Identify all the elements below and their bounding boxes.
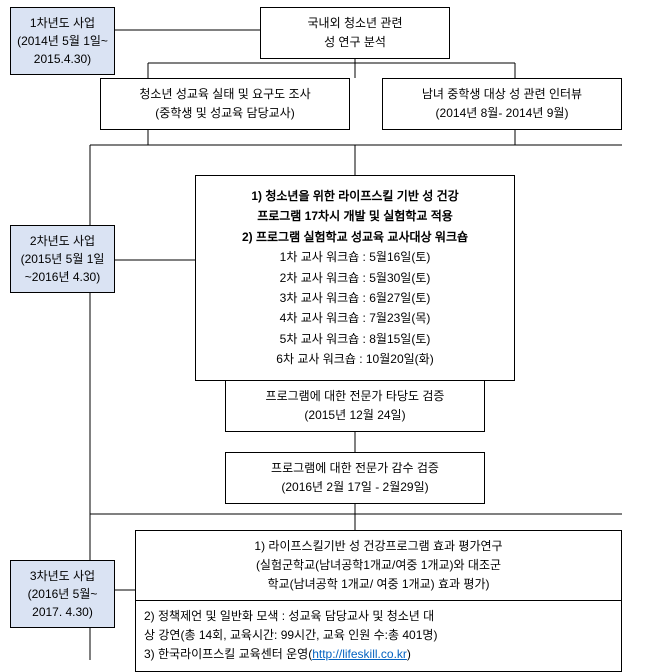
year2-range: (2015년 5월 1일 ~2016년 4.30) — [21, 252, 105, 284]
sched-r6: 6차 교사 워크숍 : 10월20일(화) — [276, 352, 433, 366]
lifeskill-link[interactable]: http://lifeskill.co.kr — [312, 647, 407, 661]
box-schedule: 1) 청소년을 위한 라이프스킬 기반 성 건강 프로그램 17차시 개발 및 … — [195, 175, 515, 381]
box4-l1: 프로그램에 대한 전문가 타당도 검증 — [266, 389, 445, 403]
box2-l2: (중학생 및 성교육 담당교사) — [155, 106, 294, 120]
sched-h3: 2) 프로그램 실험학교 성교육 교사대상 워크숍 — [242, 230, 468, 244]
box4-l2: (2015년 12월 24일) — [304, 408, 405, 422]
box-expert-validity: 프로그램에 대한 전문가 타당도 검증 (2015년 12월 24일) — [225, 380, 485, 432]
sched-r4: 4차 교사 워크숍 : 7월23일(목) — [280, 311, 431, 325]
box-policy-center: 2) 정책제언 및 일반화 모색 : 성교육 담당교사 및 청소년 대 상 강연… — [135, 600, 622, 672]
sched-r3: 3차 교사 워크숍 : 6월27일(토) — [280, 291, 431, 305]
year3-label: 3차년도 사업 (2016년 5월~ 2017. 4.30) — [10, 560, 115, 628]
y3b1-l2: (실험군학교(남녀공학1개교/여중 1개교)와 대조군 — [256, 558, 501, 572]
y3b2-l3a: 3) 한국라이프스킬 교육센터 운영( — [144, 647, 312, 661]
sched-h1: 1) 청소년을 위한 라이프스킬 기반 성 건강 — [251, 189, 458, 203]
box1-l1: 국내외 청소년 관련 — [308, 16, 403, 30]
sched-r2: 2차 교사 워크숍 : 5월30일(토) — [280, 271, 431, 285]
y3b2-l2: 상 강연(총 14회, 교육시간: 99시간, 교육 인원 수:총 401명) — [144, 628, 437, 642]
year1-label: 1차년도 사업 (2014년 5월 1일~ 2015.4.30) — [10, 7, 115, 75]
box-survey: 청소년 성교육 실태 및 요구도 조사 (중학생 및 성교육 담당교사) — [100, 78, 350, 130]
box5-l1: 프로그램에 대한 전문가 감수 검증 — [271, 461, 439, 475]
y3b1-l1: 1) 라이프스킬기반 성 건강프로그램 효과 평가연구 — [254, 539, 502, 553]
year2-title: 2차년도 사업 — [30, 234, 95, 248]
box-expert-review: 프로그램에 대한 전문가 감수 검증 (2016년 2월 17일 - 2월29일… — [225, 452, 485, 504]
year1-title: 1차년도 사업 — [30, 16, 95, 30]
sched-h2: 프로그램 17차시 개발 및 실험학교 적용 — [257, 209, 453, 223]
sched-r5: 5차 교사 워크숍 : 8월15일(토) — [280, 332, 431, 346]
year2-label: 2차년도 사업 (2015년 5월 1일 ~2016년 4.30) — [10, 225, 115, 293]
box1-l2: 성 연구 분석 — [324, 35, 386, 49]
sched-r1: 1차 교사 워크숍 : 5월16일(토) — [280, 250, 431, 264]
y3b1-l3: 학교(남녀공학 1개교/ 여중 1개교) 효과 평가) — [268, 577, 490, 591]
year1-range: (2014년 5월 1일~ 2015.4.30) — [17, 34, 108, 66]
box-effectiveness-study: 1) 라이프스킬기반 성 건강프로그램 효과 평가연구 (실험군학교(남녀공학1… — [135, 530, 622, 602]
box2-l1: 청소년 성교육 실태 및 요구도 조사 — [139, 87, 310, 101]
year3-range: (2016년 5월~ 2017. 4.30) — [28, 587, 98, 619]
y3b2-l1: 2) 정책제언 및 일반화 모색 : 성교육 담당교사 및 청소년 대 — [144, 609, 434, 623]
box3-l1: 남녀 중학생 대상 성 관련 인터뷰 — [422, 87, 582, 101]
y3b2-l3b: ) — [407, 647, 411, 661]
box3-l2: (2014년 8월- 2014년 9월) — [436, 106, 569, 120]
box-research-analysis: 국내외 청소년 관련 성 연구 분석 — [260, 7, 450, 59]
box5-l2: (2016년 2월 17일 - 2월29일) — [281, 480, 428, 494]
box-interview: 남녀 중학생 대상 성 관련 인터뷰 (2014년 8월- 2014년 9월) — [382, 78, 622, 130]
year3-title: 3차년도 사업 — [30, 569, 95, 583]
